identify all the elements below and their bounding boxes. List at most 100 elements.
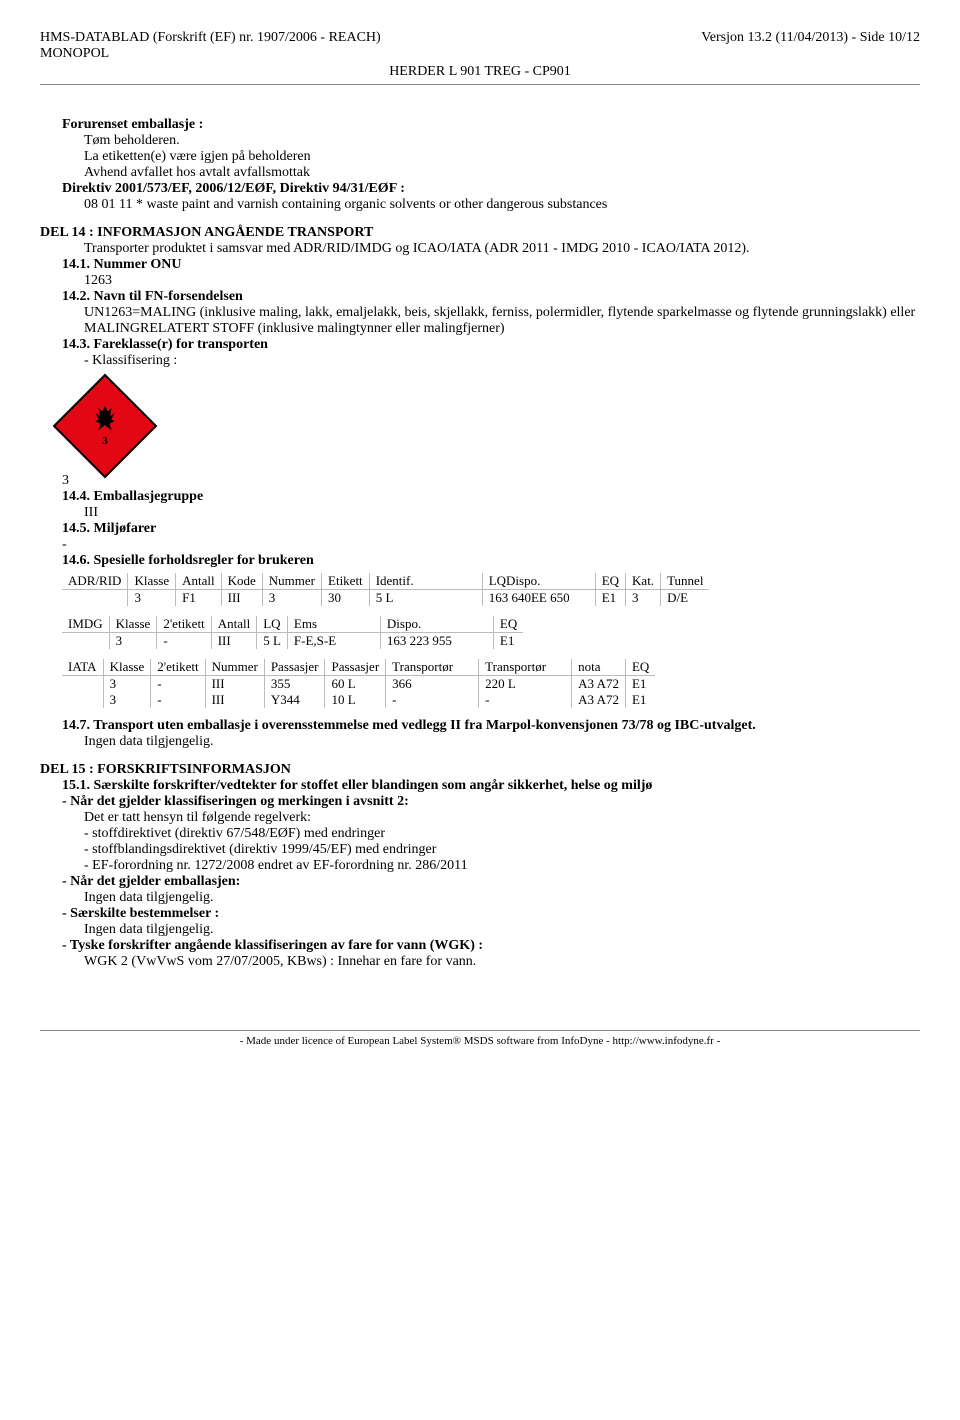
adr-r8: E1 bbox=[595, 590, 625, 607]
adr-h7: LQDispo. bbox=[482, 573, 595, 590]
imdg-h1: Klasse bbox=[109, 616, 157, 633]
imdg-h2: 2'etikett bbox=[157, 616, 211, 633]
adr-h1: Klasse bbox=[128, 573, 176, 590]
iata-h1: Klasse bbox=[103, 659, 151, 676]
imdg-r4: 5 L bbox=[257, 633, 288, 650]
adr-h5: Etikett bbox=[322, 573, 370, 590]
iata-r2-5: 10 L bbox=[325, 692, 386, 708]
adr-h4: Nummer bbox=[262, 573, 321, 590]
page-footer: - Made under licence of European Label S… bbox=[40, 1030, 920, 1047]
adr-h8: EQ bbox=[595, 573, 625, 590]
adr-r7: 163 640EE 650 bbox=[482, 590, 595, 607]
direktiv-title: Direktiv 2001/573/EF, 2006/12/EØF, Direk… bbox=[62, 181, 920, 197]
iata-r1-4: 355 bbox=[264, 676, 325, 693]
s143: 14.3. Fareklasse(r) for transporten bbox=[62, 337, 920, 353]
s145v: - bbox=[62, 537, 920, 553]
adr-r4: 3 bbox=[262, 590, 321, 607]
imdg-r0 bbox=[62, 633, 109, 650]
d15p3: - Særskilte bestemmelser : bbox=[62, 906, 920, 922]
iata-r2-8: A3 A72 bbox=[572, 692, 626, 708]
d15p1d: - EF-forordning nr. 1272/2008 endret av … bbox=[84, 858, 920, 874]
class-3: 3 bbox=[62, 473, 920, 489]
iata-h7: Transportør bbox=[479, 659, 572, 676]
s142: 14.2. Navn til FN-forsendelsen bbox=[62, 289, 920, 305]
header-left-1: HMS-DATABLAD (Forskrift (EF) nr. 1907/20… bbox=[40, 30, 381, 46]
s144: 14.4. Emballasjegruppe bbox=[62, 489, 920, 505]
iata-r2-3: III bbox=[205, 692, 264, 708]
forurenset-title: Forurenset emballasje : bbox=[62, 117, 920, 133]
adr-h6: Identif. bbox=[369, 573, 482, 590]
iata-table: IATA Klasse 2'etikett Nummer Passasjer P… bbox=[62, 659, 655, 708]
adr-r9: 3 bbox=[626, 590, 661, 607]
iata-h8: nota bbox=[572, 659, 626, 676]
header-right: Versjon 13.2 (11/04/2013) - Side 10/12 bbox=[701, 30, 920, 62]
forurenset-l1: Tøm beholderen. bbox=[84, 133, 920, 149]
iata-h9: EQ bbox=[625, 659, 655, 676]
imdg-h6: Dispo. bbox=[380, 616, 493, 633]
forurenset-l3: Avhend avfallet hos avtalt avfallsmottak bbox=[84, 165, 920, 181]
imdg-h5: Ems bbox=[287, 616, 380, 633]
iata-r1-0 bbox=[62, 676, 103, 693]
header-center: HERDER L 901 TREG - CP901 bbox=[40, 64, 920, 80]
s147-body: Ingen data tilgjengelig. bbox=[84, 734, 920, 750]
d15p1c: - stoffblandingsdirektivet (direktiv 199… bbox=[84, 842, 920, 858]
adr-table: ADR/RID Klasse Antall Kode Nummer Etiket… bbox=[62, 573, 709, 606]
header-left-2: MONOPOL bbox=[40, 46, 381, 62]
iata-r1-1: 3 bbox=[103, 676, 151, 693]
iata-r1-2: - bbox=[151, 676, 205, 693]
imdg-r5: F-E,S-E bbox=[287, 633, 380, 650]
iata-r2-0 bbox=[62, 692, 103, 708]
imdg-h3: Antall bbox=[211, 616, 257, 633]
adr-r5: 30 bbox=[322, 590, 370, 607]
iata-r2-4: Y344 bbox=[264, 692, 325, 708]
adr-h10: Tunnel bbox=[661, 573, 710, 590]
d15p1b: - stoffdirektivet (direktiv 67/548/EØF) … bbox=[84, 826, 920, 842]
imdg-r1: 3 bbox=[109, 633, 157, 650]
adr-r6: 5 L bbox=[369, 590, 482, 607]
iata-r2-2: - bbox=[151, 692, 205, 708]
del15-title: DEL 15 : FORSKRIFTSINFORMASJON bbox=[40, 762, 920, 778]
adr-h3: Kode bbox=[221, 573, 262, 590]
d15p4a: WGK 2 (VwVwS vom 27/07/2005, KBws) : Inn… bbox=[84, 954, 920, 970]
adr-r10: D/E bbox=[661, 590, 710, 607]
d15p4: - Tyske forskrifter angående klassifiser… bbox=[62, 938, 920, 954]
s142v: UN1263=MALING (inklusive maling, lakk, e… bbox=[84, 305, 920, 337]
flame-icon bbox=[94, 406, 116, 432]
iata-r2-1: 3 bbox=[103, 692, 151, 708]
iata-h5: Passasjer bbox=[325, 659, 386, 676]
adr-r2: F1 bbox=[176, 590, 222, 607]
direktiv-body: 08 01 11 * waste paint and varnish conta… bbox=[84, 197, 920, 213]
iata-h3: Nummer bbox=[205, 659, 264, 676]
adr-h9: Kat. bbox=[626, 573, 661, 590]
hazard-diamond: 3 bbox=[53, 374, 158, 479]
adr-r1: 3 bbox=[128, 590, 176, 607]
imdg-h7: EQ bbox=[493, 616, 523, 633]
adr-r0 bbox=[62, 590, 128, 607]
imdg-h0: IMDG bbox=[62, 616, 109, 633]
s143v: - Klassifisering : bbox=[84, 353, 920, 369]
iata-r2-6: - bbox=[386, 692, 479, 708]
header-rule bbox=[40, 84, 920, 85]
d15p1a: Det er tatt hensyn til følgende regelver… bbox=[84, 810, 920, 826]
page-header: HMS-DATABLAD (Forskrift (EF) nr. 1907/20… bbox=[40, 30, 920, 62]
s141: 14.1. Nummer ONU bbox=[62, 257, 920, 273]
iata-h6: Transportør bbox=[386, 659, 479, 676]
imdg-r7: E1 bbox=[493, 633, 523, 650]
iata-r1-6: 366 bbox=[386, 676, 479, 693]
iata-r1-8: A3 A72 bbox=[572, 676, 626, 693]
iata-r1-5: 60 L bbox=[325, 676, 386, 693]
d15p2a: Ingen data tilgjengelig. bbox=[84, 890, 920, 906]
iata-h4: Passasjer bbox=[264, 659, 325, 676]
imdg-r2: - bbox=[157, 633, 211, 650]
iata-r1-7: 220 L bbox=[479, 676, 572, 693]
s151: 15.1. Særskilte forskrifter/vedtekter fo… bbox=[62, 778, 920, 794]
imdg-r6: 163 223 955 bbox=[380, 633, 493, 650]
iata-h0: IATA bbox=[62, 659, 103, 676]
adr-r3: III bbox=[221, 590, 262, 607]
s145: 14.5. Miljøfarer bbox=[62, 521, 920, 537]
iata-r2-9: E1 bbox=[625, 692, 655, 708]
iata-h2: 2'etikett bbox=[151, 659, 205, 676]
d15p3a: Ingen data tilgjengelig. bbox=[84, 922, 920, 938]
d15p2: - Når det gjelder emballasjen: bbox=[62, 874, 920, 890]
iata-r2-7: - bbox=[479, 692, 572, 708]
